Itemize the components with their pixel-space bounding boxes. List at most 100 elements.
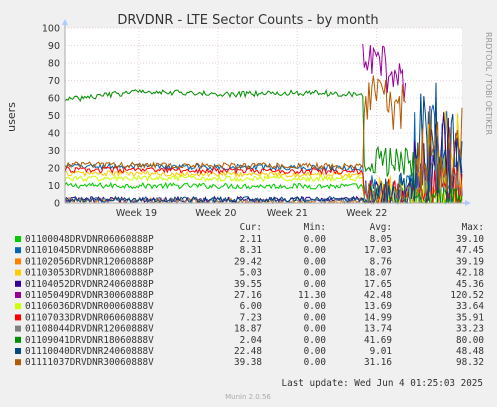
y-axis-arrow [62,19,68,25]
x-tick-label: Week 21 [267,208,308,219]
legend-value-avg: 8.05 [370,234,392,245]
legend-value-cur: 29.42 [234,256,262,267]
legend-series-name: 01104052DRVDNR24060888P [25,279,154,290]
legend-value-min: 0.00 [304,301,326,312]
y-tick-label: 90 [48,41,60,52]
legend-value-max: 47.45 [456,245,484,256]
x-tick-label: Week 20 [195,208,236,219]
y-tick-label: 40 [48,129,60,140]
legend-value-max: 33.23 [456,324,484,335]
series-line [64,89,463,205]
last-update: Last update: Wed Jun 4 01:25:03 2025 [282,378,484,389]
series-line [64,75,463,192]
legend-value-avg: 17.03 [364,245,392,256]
legend-swatch [15,325,21,332]
legend-value-avg: 42.48 [364,290,392,301]
legend-value-max: 48.48 [456,346,484,357]
legend-value-min: 0.00 [304,357,326,368]
legend-value-min: 0.00 [304,245,326,256]
axes: 0 10 20 30 40 50 60 70 80 90 100 Week 19 Week 20 Week… [42,19,471,219]
legend-value-max: 39.19 [456,256,484,267]
legend-swatch [15,258,21,265]
legend-swatch [15,348,21,354]
legend-swatch [15,336,21,343]
legend-swatch [15,303,21,310]
legend-series-name: 01111037DRVDNR30060888V [25,357,154,368]
y-tick-label: 100 [42,24,60,35]
series-line [64,155,463,205]
y-axis-label: users [5,102,18,132]
legend-series-name: 01108044DRVDNR12060888V [25,324,154,335]
legend-value-avg: 13.69 [364,301,392,312]
legend-value-avg: 8.76 [370,256,392,267]
legend-value-max: 80.00 [456,335,484,346]
legend-value-min: 0.00 [304,335,326,346]
y-tick-label: 50 [48,111,60,122]
chart-title: DRVDNR - LTE Sector Counts - by month [117,13,378,28]
legend-series-name: 01105049DRVDNR30060888P [25,290,154,301]
y-tick-label: 80 [48,59,60,70]
grid [65,27,462,203]
legend-swatch [15,236,21,242]
legend-series-name: 01107033DRVDNR06060888V [25,312,154,323]
legend-value-cur: 7.23 [240,312,262,323]
x-tick-label: Week 22 [346,208,387,219]
legend-header: Max: [462,222,484,233]
legend-value-cur: 18.87 [234,324,262,335]
legend-series-name: 01106036DRVDNR00060888V [25,301,154,312]
y-tick-label: 0 [54,199,60,210]
legend-value-avg: 13.74 [364,324,392,335]
legend-value-avg: 17.65 [364,279,392,290]
legend-value-min: 0.00 [304,268,326,279]
x-tick-label: Week 19 [116,208,157,219]
legend-value-cur: 2.04 [240,335,263,346]
legend-value-cur: 8.31 [240,245,262,256]
legend-value-min: 0.00 [304,279,326,290]
legend-header: Min: [304,222,326,233]
legend-value-max: 45.36 [456,279,484,290]
y-tick-label: 10 [48,181,60,192]
munin-version: Munin 2.0.56 [225,393,271,401]
legend-value-max: 33.64 [456,301,484,312]
legend-swatch [15,292,21,298]
legend-value-max: 98.32 [456,357,484,368]
legend-value-cur: 27.16 [234,290,262,301]
rrdtool-credit: RRDTOOL / TOBI OETIKER [484,32,493,135]
legend-value-avg: 18.07 [364,268,392,279]
legend-swatch [15,247,21,254]
y-tick-label: 20 [48,164,60,175]
legend-value-avg: 14.99 [364,312,392,323]
x-axis-arrow [465,200,471,206]
legend-series-name: 01100048DRVDNR06060888P [25,234,154,245]
legend-swatch [15,269,21,276]
legend-value-min: 0.00 [304,312,326,323]
legend-value-cur: 39.38 [234,357,262,368]
legend-series-name: 01102056DRVDNR12060888P [25,256,154,267]
legend: Cur: Min: Avg: Max: 01100048DRVDNR06060888P 2… [15,222,484,368]
y-tick-label: 60 [48,94,60,105]
legend-value-max: 120.52 [450,290,484,301]
legend-series-name: 01103053DRVDNR18060888P [25,268,154,279]
legend-value-cur: 2.11 [240,234,262,245]
series-line [64,82,463,205]
legend-value-cur: 39.55 [234,279,262,290]
legend-swatch [15,359,21,366]
y-tick-label: 70 [48,76,60,87]
legend-swatch [15,314,21,321]
legend-value-min: 0.00 [304,256,326,267]
legend-value-min: 11.30 [298,290,326,301]
legend-series-name: 01101045DRVDNR06060888P [25,245,154,256]
legend-value-cur: 5.03 [240,268,262,279]
series-line [362,43,406,102]
legend-header: Cur: [240,222,262,233]
legend-value-max: 42.18 [456,268,484,279]
legend-header: Avg: [370,222,392,233]
y-tick-label: 30 [48,146,60,157]
legend-value-min: 0.00 [304,234,326,245]
legend-value-min: 0.00 [304,324,326,335]
legend-value-cur: 22.48 [234,346,262,357]
legend-series-name: 01109041DRVDNR18060888V [25,335,154,346]
legend-series-name: 01110040DRVDNR24060888V [25,346,154,357]
legend-value-avg: 9.01 [370,346,392,357]
